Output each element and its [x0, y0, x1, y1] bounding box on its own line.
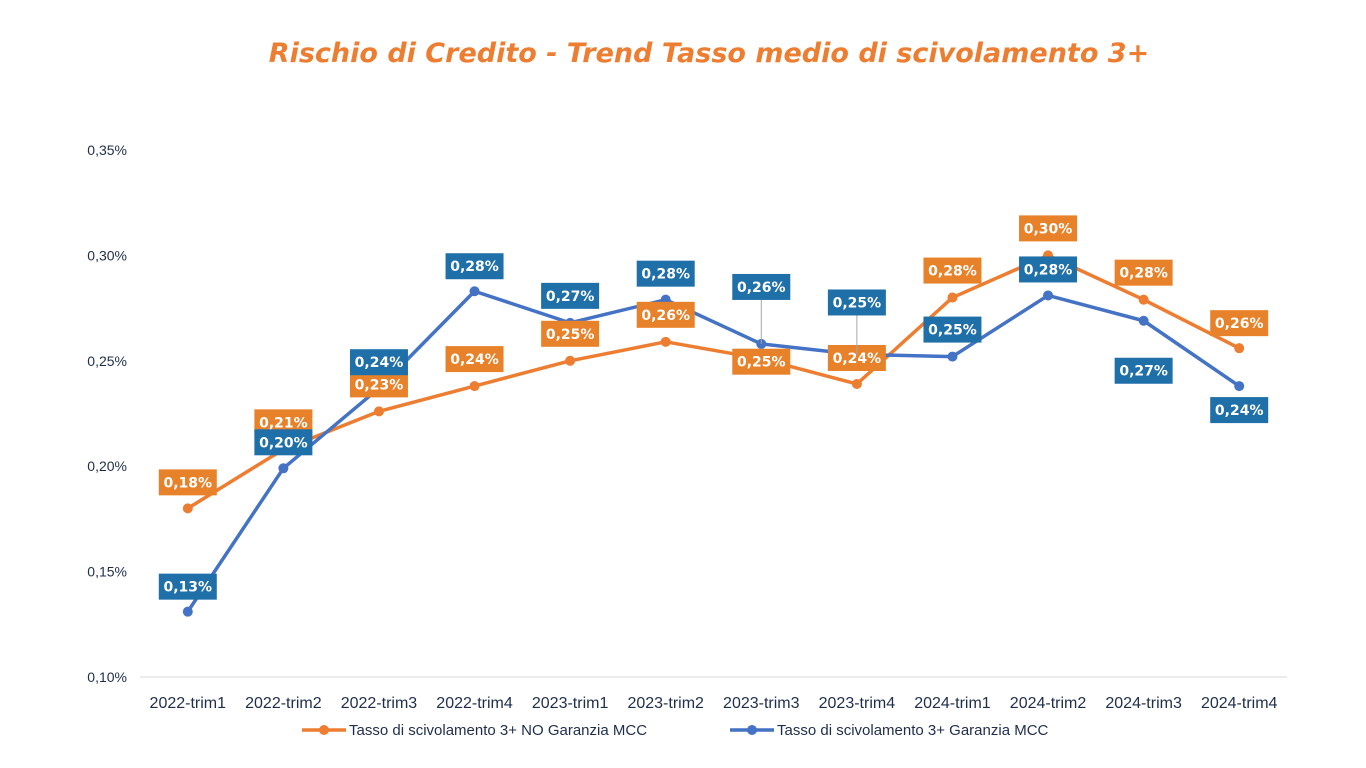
data-label: 0,26%	[641, 308, 690, 324]
data-label: 0,21%	[259, 415, 308, 431]
data-label-box	[923, 316, 982, 343]
data-point-0	[660, 336, 671, 347]
data-label: 0,23%	[355, 377, 404, 393]
data-point-1	[1138, 315, 1149, 326]
data-label-box	[445, 253, 504, 280]
data-label-box	[1114, 357, 1173, 384]
data-point-0	[1138, 294, 1149, 305]
data-label-box	[541, 282, 600, 309]
data-label: 0,26%	[1215, 316, 1264, 332]
x-tick-label: 2023-trim4	[819, 695, 896, 712]
x-tick-label: 2024-trim4	[1201, 695, 1278, 712]
data-label-box	[1019, 256, 1078, 283]
x-tick-label: 2023-trim1	[532, 695, 609, 712]
data-label: 0,30%	[1024, 221, 1073, 237]
series-line-1	[186, 289, 1241, 613]
y-tick-label: 0,25%	[87, 353, 127, 369]
data-point-0	[851, 378, 862, 389]
data-point-0	[469, 381, 480, 392]
data-label-box	[541, 320, 600, 347]
data-label-box	[1210, 310, 1269, 337]
data-label-box	[158, 469, 217, 496]
data-label: 0,25%	[833, 295, 882, 311]
data-label: 0,24%	[1215, 403, 1264, 419]
data-point-0	[182, 503, 193, 514]
data-label-box	[827, 289, 886, 316]
data-point-0	[947, 292, 958, 303]
data-label-box	[1019, 215, 1078, 242]
data-point-1	[947, 351, 958, 362]
y-tick-label: 0,30%	[87, 247, 127, 263]
data-label: 0,28%	[1119, 266, 1168, 282]
data-point-1	[1043, 290, 1054, 301]
data-label-box	[349, 371, 408, 398]
y-tick-label: 0,20%	[87, 458, 127, 474]
data-label: 0,25%	[546, 327, 595, 343]
y-tick-label: 0,35%	[87, 142, 127, 158]
x-tick-label: 2022-trim4	[436, 695, 513, 712]
legend-marker	[747, 725, 757, 735]
x-tick-label: 2022-trim2	[245, 695, 322, 712]
legend-marker	[319, 725, 329, 735]
data-label: 0,28%	[928, 264, 977, 280]
data-label-box	[636, 301, 695, 328]
x-tick-label: 2024-trim2	[1010, 695, 1087, 712]
chart-title: Rischio di Credito - Trend Tasso medio d…	[268, 38, 1150, 69]
data-label-box	[158, 573, 217, 600]
data-label: 0,28%	[641, 267, 690, 283]
data-label-box	[923, 257, 982, 284]
data-label: 0,24%	[450, 352, 499, 368]
data-label: 0,20%	[259, 435, 308, 451]
series-line-0	[186, 253, 1241, 510]
data-point-1	[469, 286, 480, 297]
legend-label: Tasso di scivolamento 3+ Garanzia MCC	[777, 722, 1049, 739]
data-label-box	[732, 348, 791, 375]
x-tick-label: 2022-trim3	[341, 695, 418, 712]
data-label-box	[636, 260, 695, 287]
x-tick-label: 2022-trim1	[150, 695, 227, 712]
x-tick-label: 2023-trim3	[723, 695, 800, 712]
data-label: 0,28%	[450, 259, 499, 275]
data-label: 0,24%	[833, 351, 882, 367]
y-tick-label: 0,10%	[87, 669, 127, 685]
legend-label: Tasso di scivolamento 3+ NO Garanzia MCC	[349, 722, 647, 739]
data-point-1	[182, 606, 193, 617]
data-label-box	[445, 346, 504, 373]
data-label: 0,24%	[355, 355, 404, 371]
data-label-box	[254, 429, 313, 456]
data-point-0	[1234, 343, 1245, 354]
data-label-box	[732, 273, 791, 300]
data-label-box	[1114, 259, 1173, 286]
data-label: 0,27%	[546, 289, 595, 305]
data-label: 0,26%	[737, 280, 786, 296]
data-label: 0,18%	[164, 475, 213, 491]
data-label-box	[349, 349, 408, 376]
data-label-box	[1210, 397, 1269, 424]
data-label: 0,28%	[1024, 262, 1073, 278]
x-tick-label: 2024-trim1	[914, 695, 991, 712]
data-point-1	[278, 463, 289, 474]
data-label: 0,25%	[737, 355, 786, 371]
data-label: 0,25%	[928, 323, 977, 339]
data-label: 0,13%	[164, 580, 213, 596]
x-tick-label: 2023-trim2	[627, 695, 704, 712]
y-tick-label: 0,15%	[87, 564, 127, 580]
data-point-0	[565, 355, 576, 366]
data-label: 0,27%	[1119, 364, 1168, 380]
data-point-1	[1234, 381, 1245, 392]
x-tick-label: 2024-trim3	[1105, 695, 1182, 712]
data-point-0	[373, 406, 384, 417]
